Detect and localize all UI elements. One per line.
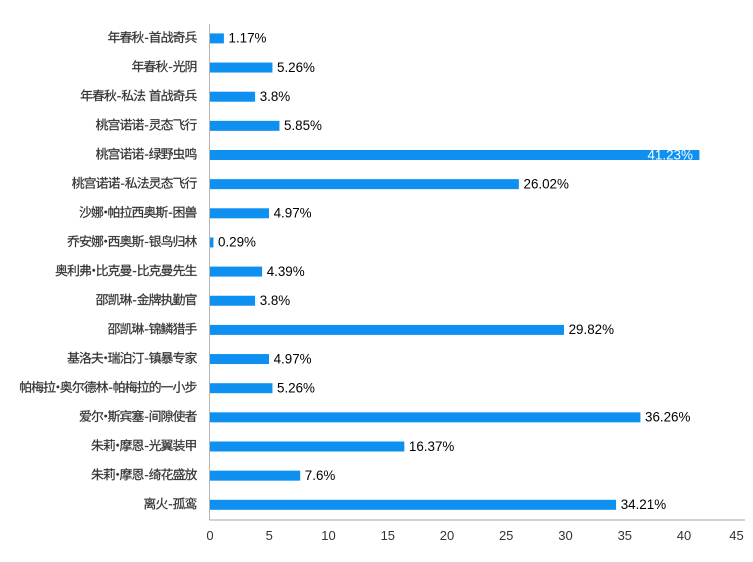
svg-text:1.17%: 1.17% — [229, 31, 267, 46]
svg-text:5: 5 — [266, 528, 273, 543]
svg-text:16.37%: 16.37% — [409, 439, 455, 454]
svg-text:15: 15 — [381, 528, 395, 543]
svg-text:5.26%: 5.26% — [277, 60, 315, 75]
svg-text:45: 45 — [729, 528, 743, 543]
svg-text:35: 35 — [618, 528, 632, 543]
svg-text:5.26%: 5.26% — [277, 381, 315, 396]
svg-text:25: 25 — [499, 528, 513, 543]
svg-text:36.26%: 36.26% — [645, 410, 691, 425]
svg-text:3.8%: 3.8% — [260, 89, 291, 104]
svg-text:4.97%: 4.97% — [274, 351, 312, 366]
svg-text:0.29%: 0.29% — [218, 235, 256, 250]
svg-text:30: 30 — [558, 528, 572, 543]
svg-text:7.6%: 7.6% — [305, 468, 336, 483]
svg-text:41.23%: 41.23% — [647, 147, 693, 162]
svg-text:5.85%: 5.85% — [284, 118, 322, 133]
svg-text:3.8%: 3.8% — [260, 293, 291, 308]
svg-text:26.02%: 26.02% — [524, 176, 570, 191]
svg-text:29.82%: 29.82% — [569, 322, 615, 337]
svg-text:4.39%: 4.39% — [267, 264, 305, 279]
svg-text:4.97%: 4.97% — [274, 206, 312, 221]
svg-text:34.21%: 34.21% — [621, 497, 667, 512]
svg-text:0: 0 — [206, 528, 213, 543]
svg-text:40: 40 — [677, 528, 691, 543]
svg-text:20: 20 — [440, 528, 454, 543]
svg-text:10: 10 — [321, 528, 335, 543]
